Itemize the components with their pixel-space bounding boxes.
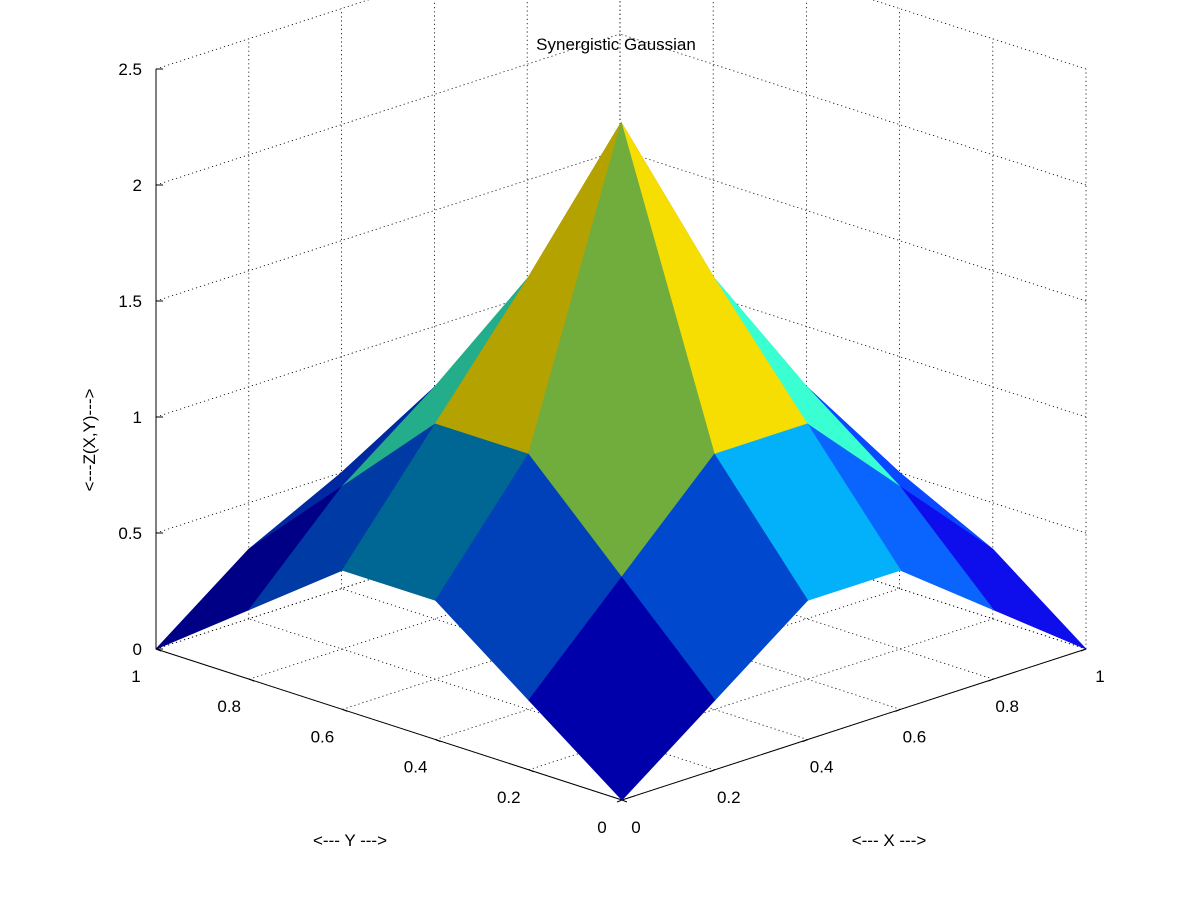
y-axis-label: <--- Y --->	[313, 831, 387, 850]
z-axis-label: <---Z(X,Y)--->	[80, 388, 99, 491]
y-tick-label: 0	[597, 818, 606, 837]
y-tick-mark	[249, 678, 255, 682]
surface-layer	[155, 122, 1087, 801]
x-tick-mark	[1080, 648, 1087, 652]
gridline-floor-y	[528, 618, 993, 771]
z-tick-label: 1	[133, 408, 142, 427]
z-tick-label: 1.5	[118, 292, 142, 311]
gridline-sidewall-z	[619, 33, 1087, 186]
x-tick-label: 0.4	[810, 758, 834, 777]
y-tick-label: 0.2	[497, 788, 521, 807]
y-tick-label: 0.8	[217, 697, 241, 716]
y-tick-label: 0.4	[404, 758, 428, 777]
surface-patch	[528, 576, 716, 801]
z-tick-label: 0.5	[118, 524, 142, 543]
x-tick-mark	[616, 799, 623, 803]
x-axis-line	[621, 648, 1087, 801]
x-tick-mark	[988, 678, 994, 682]
x-tick-mark	[895, 708, 901, 712]
gridline-backwall-z	[155, 149, 621, 302]
x-axis-label: <--- X --->	[852, 831, 927, 850]
y-tick-mark	[528, 769, 534, 773]
gridline-backwall-z	[155, 33, 621, 186]
x-tick-mark	[709, 769, 715, 773]
y-axis-line	[155, 648, 623, 801]
x-tick-label: 1	[1095, 667, 1104, 686]
x-tick-mark	[802, 739, 808, 743]
y-tick-mark	[435, 739, 441, 743]
gridline-floor-x	[248, 618, 715, 771]
gridline-floor-x	[341, 588, 808, 740]
y-tick-mark	[342, 708, 348, 712]
x-tick-label: 0.8	[995, 697, 1019, 716]
tick-layer: 0 0.2 0.4 0.6 0.8 1 0 0.2 0.4 0.6 0.8 1 0 0.5 1 1.5 2 2.5	[118, 60, 1104, 837]
z-tick-label: 2	[133, 176, 142, 195]
z-tick-label: 0	[133, 640, 142, 659]
y-tick-mark	[621, 799, 628, 803]
x-tick-label: 0	[631, 818, 640, 837]
x-tick-label: 0.2	[717, 788, 741, 807]
gridline-sidewall-z	[619, 149, 1087, 302]
y-tick-label: 0.6	[311, 727, 335, 746]
z-tick-label: 2.5	[118, 60, 142, 79]
y-tick-label: 1	[131, 667, 140, 686]
gridline-backwall-z	[155, 265, 621, 418]
chart-title: Synergistic Gaussian	[536, 35, 696, 54]
x-tick-label: 0.6	[903, 727, 927, 746]
